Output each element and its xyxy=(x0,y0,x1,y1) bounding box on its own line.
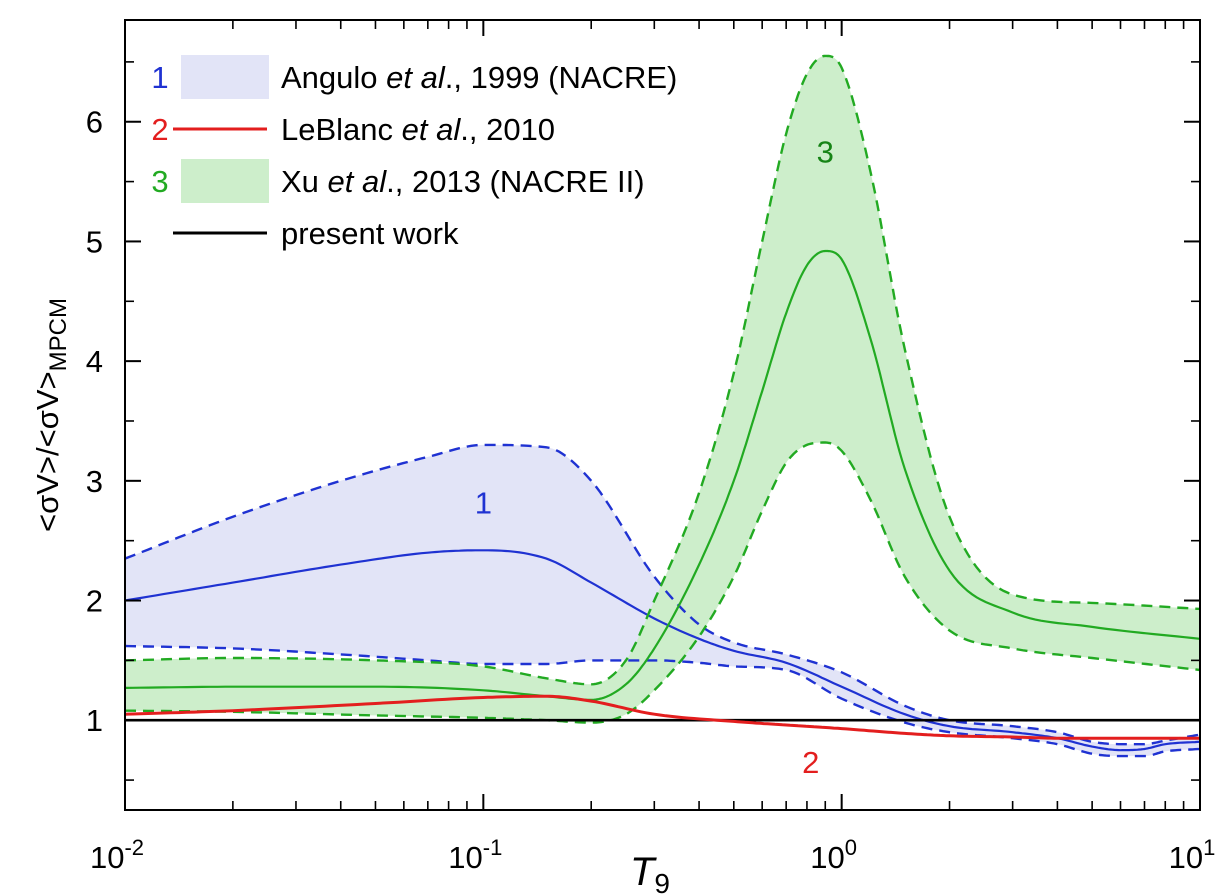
axis-tick-labels: 10-2 10-1 100 101 1 2 3 4 5 6 xyxy=(86,105,1216,875)
nacre2-upper-bound xyxy=(125,54,1200,686)
legend-swatch xyxy=(181,55,269,99)
legend-item: 1 Angulo et al., 1999 (NACRE) xyxy=(151,55,677,99)
curve-label: 1 xyxy=(475,485,492,520)
y-tick-label: 2 xyxy=(86,584,103,619)
axis-ticks xyxy=(124,20,1201,810)
legend-number: 2 xyxy=(151,112,168,147)
curve-label: 2 xyxy=(802,745,819,780)
x-axis-title: T9 xyxy=(630,850,670,894)
curves xyxy=(125,54,1200,758)
nacre-central-line xyxy=(125,549,1200,752)
y-tick-label: 5 xyxy=(86,224,103,259)
curve-labels: 1 2 3 xyxy=(475,135,834,780)
x-tick-label: 10-2 xyxy=(90,835,144,875)
x-tick-label: 101 xyxy=(1169,835,1216,875)
legend: 1 Angulo et al., 1999 (NACRE) 2 LeBlanc et … xyxy=(151,55,677,251)
x-tick-label: 100 xyxy=(810,835,857,875)
nacre2-lower-bound xyxy=(125,441,1200,724)
legend-number: 3 xyxy=(151,164,168,199)
y-tick-label: 6 xyxy=(86,105,103,140)
nacre2-band xyxy=(125,55,1200,723)
y-tick-label: 3 xyxy=(86,464,103,499)
legend-item: 3 Xu et al., 2013 (NACRE II) xyxy=(151,159,645,203)
curve-label: 3 xyxy=(817,135,834,170)
plot-frame xyxy=(124,19,1201,811)
x-tick-label: 10-1 xyxy=(448,835,502,875)
legend-label: present work xyxy=(281,216,459,251)
legend-label: Angulo et al., 1999 (NACRE) xyxy=(281,60,677,95)
legend-item: present work xyxy=(173,216,459,251)
y-axis-title: <σV>/<σV>MPCM xyxy=(30,298,72,532)
uncertainty-bands xyxy=(125,55,1200,757)
legend-label: LeBlanc et al., 2010 xyxy=(281,112,555,147)
legend-swatch xyxy=(181,159,269,203)
legend-item: 2 LeBlanc et al., 2010 xyxy=(151,112,555,147)
legend-number: 1 xyxy=(151,60,168,95)
y-tick-label: 4 xyxy=(86,344,103,379)
y-tick-label: 1 xyxy=(86,703,103,738)
leblanc-line xyxy=(125,694,1200,740)
plot-area xyxy=(125,54,1200,758)
legend-label: Xu et al., 2013 (NACRE II) xyxy=(281,164,645,199)
nacre2-central-line xyxy=(125,249,1200,702)
